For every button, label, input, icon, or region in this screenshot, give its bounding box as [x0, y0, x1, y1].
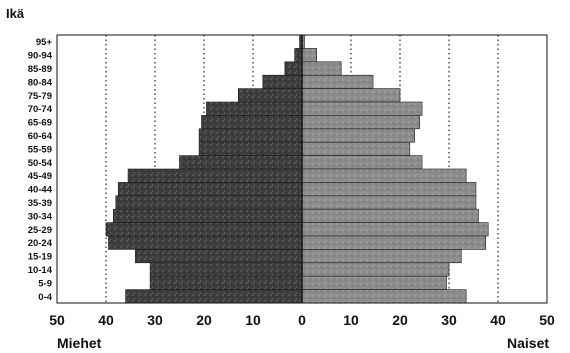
bar-men-10 — [127, 168, 303, 183]
age-labels: 95+ 90-94 85-89 80-84 75-79 70-74 65-69 60-64 55… — [28, 37, 53, 303]
x-tick-label-3: 20 — [196, 312, 212, 328]
x-tick-label-10: 50 — [539, 312, 555, 328]
bars-layer — [105, 34, 489, 304]
age-label-0: 95+ — [36, 37, 53, 48]
bar-women-17 — [301, 262, 450, 277]
age-label-1: 90-94 — [28, 51, 53, 62]
age-label-5: 70-74 — [28, 104, 53, 115]
bar-men-9 — [179, 155, 303, 170]
bar-men-6 — [201, 115, 303, 130]
bar-men-2 — [284, 61, 303, 76]
bar-women-9 — [301, 155, 423, 170]
bar-women-3 — [301, 74, 374, 89]
x-tick-label-0: 50 — [49, 312, 65, 328]
age-label-2: 85-89 — [28, 64, 52, 75]
x-tick-label-5: 0 — [298, 312, 306, 328]
age-label-3: 80-84 — [28, 77, 53, 88]
age-label-6: 65-69 — [28, 118, 52, 129]
x-tick-label-8: 30 — [441, 312, 457, 328]
bar-women-5 — [301, 101, 423, 116]
bar-men-13 — [113, 208, 303, 223]
age-label-8: 55-59 — [28, 144, 52, 155]
bar-women-6 — [301, 115, 420, 130]
bar-women-2 — [301, 61, 342, 76]
bar-men-3 — [262, 74, 303, 89]
bar-men-16 — [135, 249, 303, 264]
x-tick-label-2: 30 — [147, 312, 163, 328]
bar-women-7 — [301, 128, 415, 143]
bar-men-11 — [117, 182, 303, 197]
bar-women-15 — [301, 235, 487, 250]
bar-women-4 — [301, 88, 401, 103]
age-label-7: 60-64 — [28, 131, 53, 142]
age-label-9: 50-54 — [28, 158, 53, 169]
bar-men-14 — [105, 222, 303, 237]
bar-men-18 — [149, 275, 303, 290]
bar-men-8 — [198, 141, 303, 156]
bar-women-18 — [301, 275, 447, 290]
age-label-10: 45-49 — [28, 171, 52, 182]
x-axis-label-women: Naiset — [507, 335, 549, 351]
age-label-11: 40-44 — [28, 185, 53, 196]
x-tick-label-7: 20 — [392, 312, 408, 328]
bar-men-12 — [115, 195, 303, 210]
y-axis-title: Ikä — [6, 6, 25, 21]
x-tick-labels: 50 40 30 20 10 0 10 20 30 40 50 — [49, 312, 555, 328]
bar-men-4 — [238, 88, 303, 103]
bar-women-12 — [301, 195, 477, 210]
plot-frame — [56, 34, 548, 304]
bar-women-16 — [301, 249, 462, 264]
age-label-4: 75-79 — [28, 91, 52, 102]
bar-women-11 — [301, 182, 477, 197]
bar-men-5 — [206, 101, 303, 116]
x-tick-label-9: 40 — [490, 312, 506, 328]
bar-women-8 — [301, 141, 411, 156]
bar-women-13 — [301, 208, 479, 223]
age-label-13: 30-34 — [28, 211, 53, 222]
bar-men-1 — [294, 48, 303, 63]
bar-men-17 — [149, 262, 303, 277]
x-tick-label-4: 10 — [245, 312, 261, 328]
age-label-16: 15-19 — [28, 252, 52, 263]
age-label-19: 0-4 — [38, 292, 52, 303]
bar-men-15 — [108, 235, 303, 250]
x-axis-label-men: Miehet — [57, 335, 102, 351]
bar-men-7 — [198, 128, 303, 143]
age-label-15: 20-24 — [28, 238, 53, 249]
age-label-17: 10-14 — [28, 265, 53, 276]
x-tick-label-1: 40 — [98, 312, 114, 328]
bar-women-1 — [301, 48, 317, 63]
bar-women-14 — [301, 222, 489, 237]
bar-men-19 — [125, 289, 303, 304]
age-label-12: 35-39 — [28, 198, 52, 209]
x-tick-label-6: 10 — [343, 312, 359, 328]
bar-women-19 — [301, 289, 467, 304]
bar-women-10 — [301, 168, 467, 183]
age-label-14: 25-29 — [28, 225, 52, 236]
age-label-18: 5-9 — [38, 278, 52, 289]
